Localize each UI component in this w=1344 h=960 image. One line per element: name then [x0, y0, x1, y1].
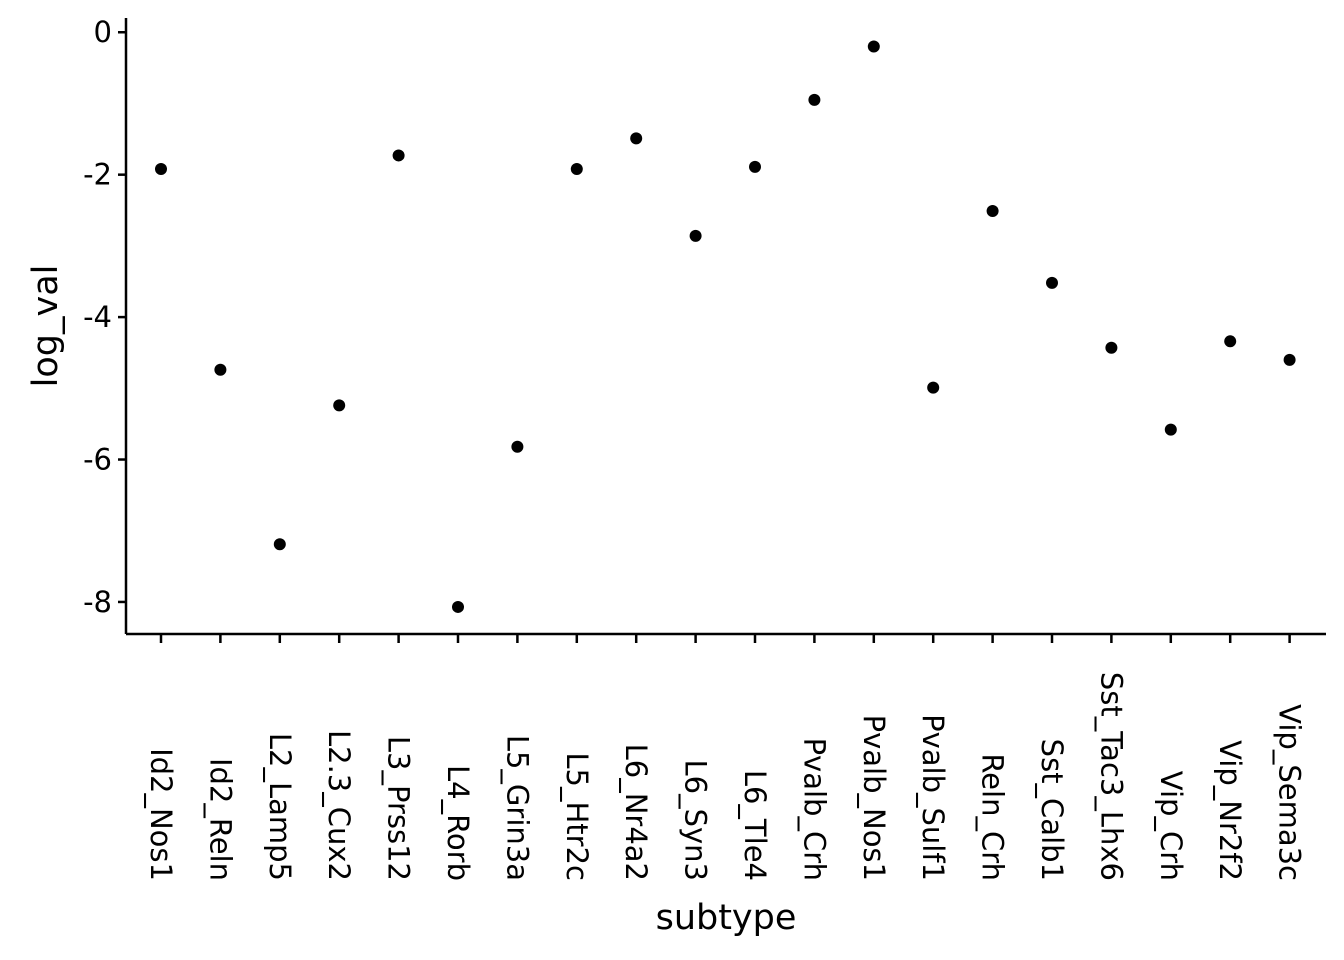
data-point — [392, 149, 405, 162]
data-point — [1105, 341, 1118, 354]
x-tick-label: Id2_Reln — [203, 758, 237, 881]
data-point — [511, 440, 524, 453]
data-point — [1224, 335, 1237, 348]
x-tick-label: L3_Prss12 — [382, 736, 416, 881]
y-tick-label: -6 — [83, 443, 112, 477]
x-tick-label: L2_Lamp5 — [263, 733, 297, 881]
x-tick-label: Sst_Tac3_Lhx6 — [1094, 672, 1128, 881]
data-point — [630, 132, 643, 145]
x-axis-title: subtype — [656, 898, 797, 938]
x-tick-label: Pvalb_Crh — [797, 738, 831, 881]
data-point — [1164, 423, 1177, 436]
data-point — [570, 162, 583, 175]
x-tick-label: Vip_Nr2f2 — [1213, 740, 1247, 881]
data-points — [155, 40, 1296, 613]
y-tick-label: -8 — [83, 585, 112, 619]
data-point — [452, 600, 464, 613]
x-tick-label: Vip_Sema3c — [1273, 704, 1307, 881]
x-tick-label: L6_Syn3 — [679, 759, 713, 881]
x-tick-label: Pvalb_Sulf1 — [916, 714, 950, 881]
y-tick-label: 0 — [94, 15, 112, 49]
data-point — [273, 538, 286, 551]
data-point — [808, 93, 821, 106]
x-tick-label: L5_Htr2c — [560, 752, 594, 881]
x-tick-label: Id2_Nos1 — [144, 748, 178, 881]
data-point — [927, 381, 940, 394]
data-point — [333, 399, 346, 412]
x-tick-label: L5_Grin3a — [500, 735, 534, 881]
x-tick-label: L6_Tle4 — [738, 770, 772, 881]
y-axis-title: log_val — [26, 265, 66, 388]
x-tick-label: L6_Nr4a2 — [619, 744, 653, 881]
data-point — [986, 204, 999, 217]
y-tick-label: -2 — [83, 158, 112, 192]
y-tick-label: -4 — [83, 300, 112, 334]
data-point — [1283, 353, 1296, 366]
y-axis-ticks: 0 -2 -4 -6 -8 — [83, 15, 126, 619]
x-tick-label: Vip_Crh — [1154, 771, 1188, 881]
data-point — [867, 40, 880, 53]
x-tick-label: Reln_Crh — [976, 753, 1010, 881]
data-point — [214, 363, 227, 376]
x-tick-label: L4_Rorb — [441, 765, 475, 881]
x-tick-label: Sst_Calb1 — [1035, 739, 1069, 881]
data-point — [1046, 276, 1058, 289]
x-tick-label: Pvalb_Nos1 — [857, 715, 891, 881]
x-tick-label: L2.3_Cux2 — [322, 730, 356, 881]
data-point — [155, 162, 167, 175]
data-point — [749, 160, 761, 173]
x-axis-ticks: Id2_Nos1 Id2_Reln L2_Lamp5 L2.3_Cux2 L3_Prss… — [144, 634, 1307, 881]
data-point — [689, 229, 702, 242]
